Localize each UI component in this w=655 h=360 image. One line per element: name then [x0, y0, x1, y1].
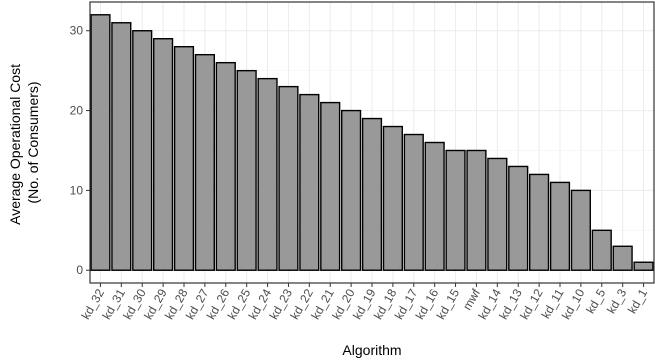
bar-kd_11	[549, 181, 571, 271]
y-tick-label: 20	[70, 104, 84, 118]
y-axis: 0 10 20 30	[70, 24, 90, 277]
bar-kd_26	[215, 61, 236, 271]
bar-kd_16	[424, 141, 445, 271]
bar-kd_29	[153, 38, 174, 271]
x-tick-label: kd_3	[604, 286, 629, 316]
bar-kd_1	[633, 261, 654, 271]
x-tick-label: kd_5	[583, 286, 608, 316]
y-tick-label: 10	[70, 183, 84, 197]
x-tick-label: kd_10	[559, 286, 588, 322]
x-tick-label: kd_15	[434, 286, 463, 322]
bar-mwf	[466, 149, 487, 271]
y-tick-label: 0	[76, 263, 83, 277]
bar-kd_25	[236, 69, 257, 271]
y-axis-title: Average Operational Cost (No. of Consume…	[7, 60, 41, 225]
bar-kd_20	[341, 109, 362, 271]
bar-kd_18	[382, 125, 403, 271]
bar-kd_32	[90, 14, 111, 271]
bar-kd_15	[445, 149, 466, 271]
x-axis-title: Algorithm	[342, 342, 401, 358]
bar-kd_13	[508, 165, 529, 271]
bar-kd_28	[173, 46, 195, 271]
bar-kd_10	[570, 189, 591, 271]
x-tick-label: kd_1	[625, 286, 650, 316]
x-axis: kd_32kd_31kd_30kd_29kd_28kd_27kd_26kd_25…	[79, 283, 650, 322]
y-tick-label: 30	[70, 24, 84, 38]
bar-kd_12	[529, 173, 550, 271]
bar-kd_30	[132, 30, 153, 271]
bar-kd_3	[612, 245, 633, 271]
y-axis-title-line-2: (No. of Consumers)	[25, 81, 41, 203]
bar-kd_31	[111, 22, 132, 271]
bars	[90, 14, 654, 271]
bar-kd_14	[487, 157, 508, 271]
bar-kd_19	[361, 117, 383, 271]
y-axis-title-line-1: Average Operational Cost	[7, 64, 23, 225]
bar-kd_17	[403, 133, 424, 271]
bar-kd_27	[194, 53, 215, 271]
bar-kd_24	[257, 77, 278, 271]
bar-kd_22	[299, 93, 320, 271]
bar-kd_21	[320, 101, 341, 271]
bar-kd_5	[591, 229, 612, 271]
bar-kd_23	[278, 85, 299, 271]
